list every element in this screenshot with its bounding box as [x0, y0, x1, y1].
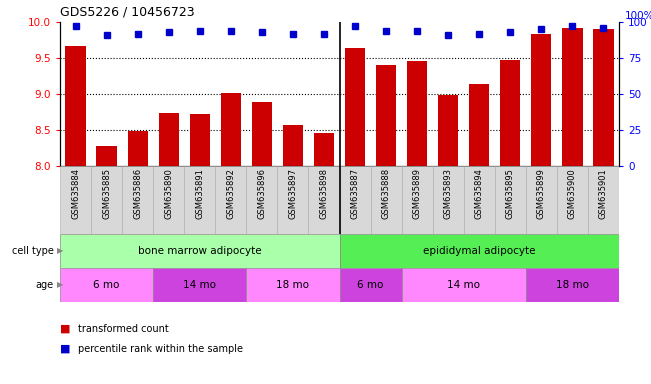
- Bar: [370, 166, 402, 234]
- Bar: [283, 125, 303, 166]
- Text: GSM635893: GSM635893: [444, 168, 452, 219]
- Bar: [128, 131, 148, 166]
- Text: 18 mo: 18 mo: [277, 280, 309, 290]
- Bar: [340, 166, 370, 234]
- Bar: [60, 234, 340, 268]
- Text: 18 mo: 18 mo: [556, 280, 589, 290]
- Text: ■: ■: [60, 344, 70, 354]
- Bar: [246, 268, 340, 302]
- Bar: [66, 46, 86, 166]
- Bar: [531, 33, 551, 166]
- Bar: [159, 113, 179, 166]
- Bar: [526, 166, 557, 234]
- Bar: [433, 166, 464, 234]
- Text: GSM635884: GSM635884: [71, 168, 80, 219]
- Bar: [277, 166, 309, 234]
- Bar: [402, 166, 433, 234]
- Bar: [184, 166, 215, 234]
- Bar: [495, 166, 526, 234]
- Bar: [153, 166, 184, 234]
- Bar: [526, 268, 619, 302]
- Text: GSM635898: GSM635898: [320, 168, 329, 219]
- Text: 14 mo: 14 mo: [183, 280, 216, 290]
- Bar: [593, 29, 613, 166]
- Text: age: age: [35, 280, 53, 290]
- Text: GSM635890: GSM635890: [164, 168, 173, 219]
- Text: bone marrow adipocyte: bone marrow adipocyte: [138, 246, 262, 256]
- Text: GSM635886: GSM635886: [133, 168, 142, 219]
- Bar: [438, 95, 458, 166]
- Text: GDS5226 / 10456723: GDS5226 / 10456723: [60, 5, 195, 18]
- Bar: [464, 166, 495, 234]
- Text: ■: ■: [60, 324, 70, 334]
- Bar: [314, 133, 334, 166]
- Bar: [562, 28, 583, 166]
- Text: GSM635888: GSM635888: [381, 168, 391, 219]
- Bar: [407, 61, 427, 166]
- Text: GSM635892: GSM635892: [227, 168, 235, 219]
- Bar: [340, 268, 402, 302]
- Bar: [309, 166, 340, 234]
- Text: epididymal adipocyte: epididymal adipocyte: [423, 246, 536, 256]
- Bar: [557, 166, 588, 234]
- Text: GSM635895: GSM635895: [506, 168, 515, 219]
- Bar: [588, 166, 619, 234]
- Text: ▶: ▶: [57, 280, 63, 290]
- Bar: [189, 114, 210, 166]
- Bar: [215, 166, 246, 234]
- Text: GSM635899: GSM635899: [537, 168, 546, 219]
- Bar: [221, 93, 241, 166]
- Bar: [153, 268, 246, 302]
- Bar: [345, 48, 365, 166]
- Text: GSM635897: GSM635897: [288, 168, 298, 219]
- Bar: [340, 234, 619, 268]
- Text: GSM635901: GSM635901: [599, 168, 608, 219]
- Text: GSM635896: GSM635896: [257, 168, 266, 219]
- Bar: [60, 268, 153, 302]
- Text: GSM635894: GSM635894: [475, 168, 484, 219]
- Text: 6 mo: 6 mo: [357, 280, 383, 290]
- Text: GSM635885: GSM635885: [102, 168, 111, 219]
- Text: GSM635889: GSM635889: [413, 168, 422, 219]
- Bar: [252, 102, 272, 166]
- Bar: [96, 146, 117, 166]
- Text: transformed count: transformed count: [78, 324, 169, 334]
- Bar: [469, 84, 490, 166]
- Text: GSM635900: GSM635900: [568, 168, 577, 219]
- Text: cell type: cell type: [12, 246, 53, 256]
- Text: percentile rank within the sample: percentile rank within the sample: [78, 344, 243, 354]
- Bar: [402, 268, 526, 302]
- Text: ▶: ▶: [57, 247, 63, 255]
- Text: 6 mo: 6 mo: [93, 280, 120, 290]
- Text: 100%: 100%: [624, 11, 651, 21]
- Bar: [376, 65, 396, 166]
- Bar: [122, 166, 153, 234]
- Bar: [60, 166, 91, 234]
- Text: 14 mo: 14 mo: [447, 280, 480, 290]
- Text: GSM635891: GSM635891: [195, 168, 204, 219]
- Bar: [91, 166, 122, 234]
- Bar: [246, 166, 277, 234]
- Bar: [500, 60, 520, 166]
- Text: GSM635887: GSM635887: [350, 168, 359, 219]
